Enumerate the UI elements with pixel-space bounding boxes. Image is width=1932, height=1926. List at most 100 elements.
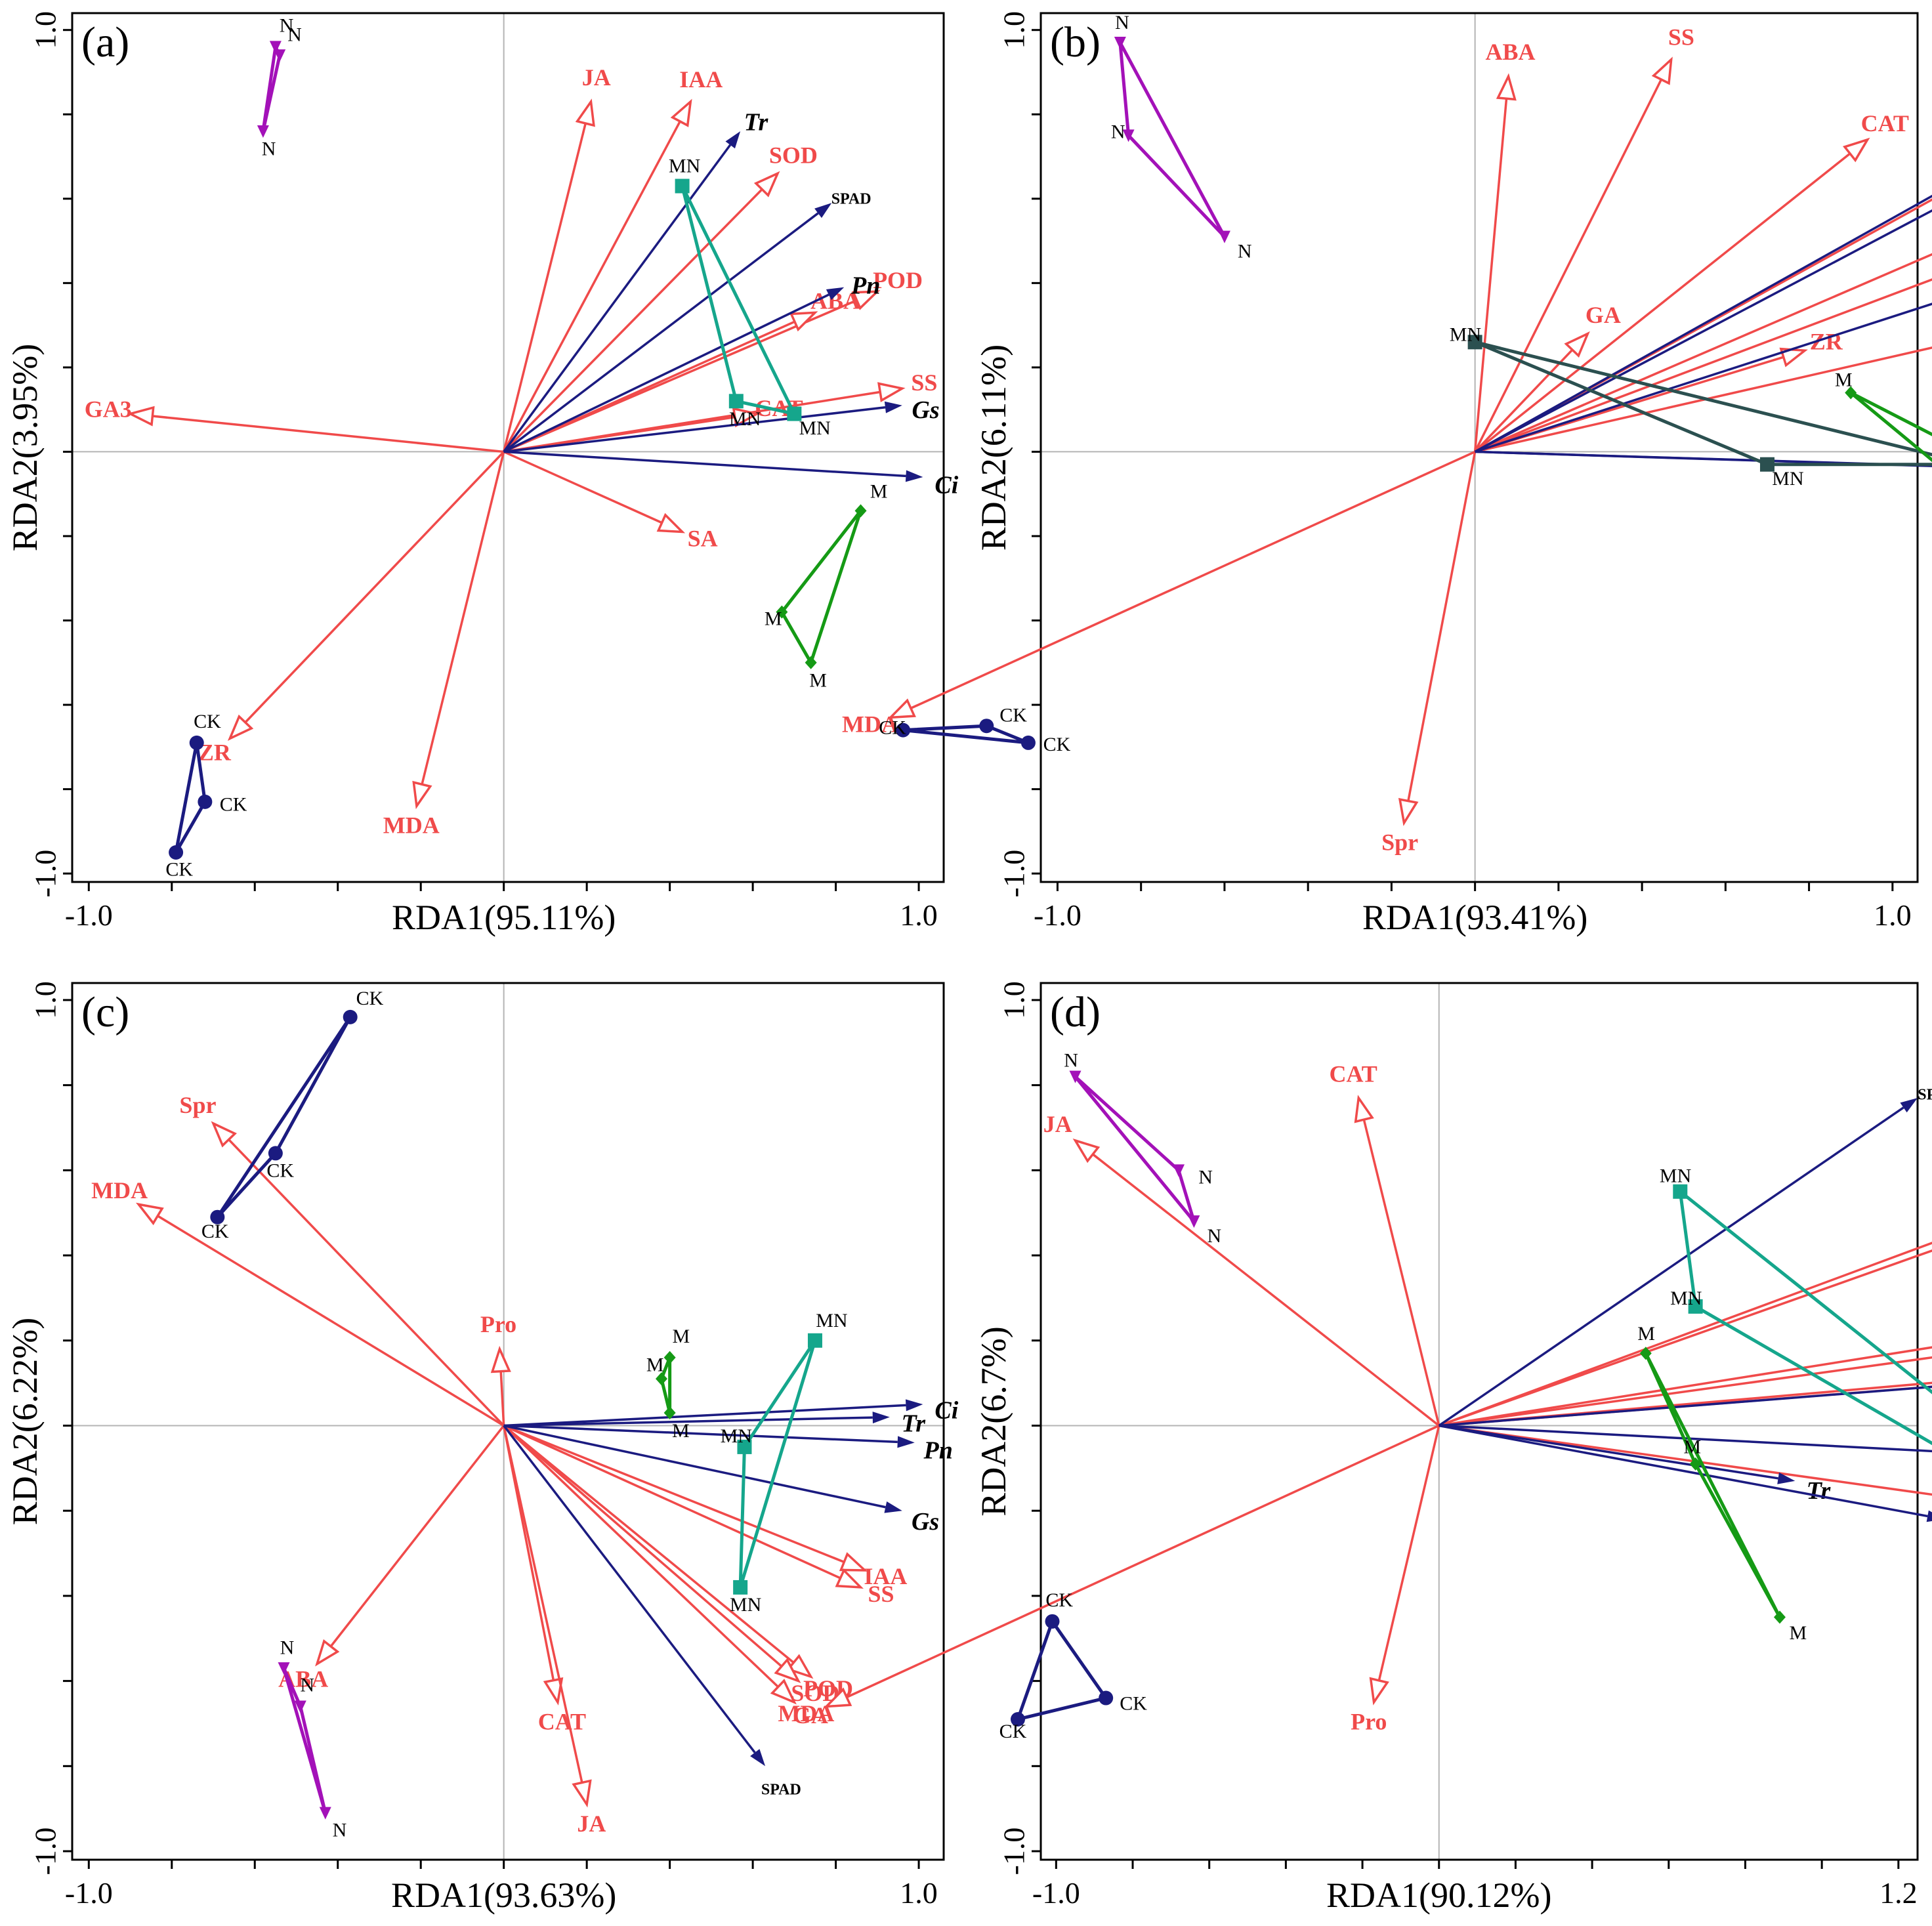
env-arrowhead-aba — [1496, 73, 1517, 101]
env-vector-pod — [1438, 1346, 1932, 1427]
panel--d--y-tick-label: -1.0 — [998, 1828, 1031, 1875]
ps-label-pn: Pn — [850, 272, 880, 299]
sample-label-mn: MN — [1772, 468, 1803, 490]
panel--c--x-tick-label: 1.0 — [900, 1876, 938, 1910]
env-label-ja: JA — [1043, 1111, 1072, 1137]
panel--b--tag: (b) — [1050, 18, 1101, 66]
env-arrowhead-aba — [315, 1639, 340, 1667]
env-label-pro: Pro — [1351, 1708, 1387, 1734]
sample-point-mn — [1688, 1299, 1703, 1314]
env-arrowhead-cat — [1354, 1095, 1374, 1123]
sample-label-mn: MN — [729, 408, 761, 430]
env-label-ga3: GA3 — [85, 396, 132, 422]
sample-point-n — [278, 1662, 290, 1675]
env-arrowhead-pod — [851, 290, 881, 310]
sample-label-n: N — [280, 1637, 295, 1658]
panel--a--y-tick-label: 1.0 — [29, 11, 62, 49]
sample-point-m — [776, 605, 788, 619]
ps-arrowhead-spad — [814, 203, 832, 219]
env-vector-ss — [1438, 1356, 1932, 1427]
ps-label-spad: SPAD — [831, 191, 872, 208]
sample-label-n: N — [1064, 1050, 1078, 1072]
sample-label-m: M — [809, 670, 827, 692]
sample-point-ck — [1045, 1614, 1060, 1629]
panel--b--x-tick-label: 1.0 — [1874, 898, 1912, 932]
env-label-sod: SOD — [769, 142, 818, 168]
env-vector-spr — [1438, 1424, 1932, 1496]
sample-label-m: M — [870, 481, 888, 503]
sample-point-n — [257, 125, 269, 138]
env-arrowhead-iaa — [670, 98, 692, 127]
env-arrowhead-ss — [877, 382, 906, 402]
sample-point-n — [1188, 1215, 1200, 1228]
env-vector-aba — [1473, 98, 1508, 452]
env-label-sa: SA — [688, 526, 718, 552]
env-label-mda: MDA — [778, 1700, 834, 1727]
group-hull-n — [1118, 41, 1227, 238]
env-arrowhead-cat — [732, 407, 761, 428]
panel--d-: -1.0 1.2 1.0 -1.0 RDA1(90.12%) RDA2(6.7%) (d) C… — [778, 981, 1932, 1915]
sample-label-ck: CK — [165, 859, 193, 881]
sample-label-mn: MN — [1670, 1287, 1702, 1309]
env-label-ss: SS — [868, 1581, 894, 1607]
env-vector-ja — [1474, 198, 1932, 453]
sample-point-n — [1218, 230, 1230, 243]
ps-vector-gs — [503, 406, 886, 453]
panel--b--y-tick-label: -1.0 — [998, 850, 1031, 898]
group-hull-n — [1074, 1075, 1196, 1223]
env-vector-pod — [1475, 346, 1932, 453]
ps-label-pn: Pn — [923, 1436, 953, 1464]
env-vector-ga3 — [152, 415, 504, 453]
sample-label-ck: CK — [220, 793, 247, 815]
env-arrowhead-ss — [1651, 56, 1673, 85]
sample-label-n: N — [333, 1820, 347, 1841]
sample-label-n: N — [1238, 240, 1252, 262]
ps-vector-ci — [503, 450, 906, 478]
sample-label-ck: CK — [266, 1160, 294, 1182]
sample-point-n — [1069, 1070, 1082, 1083]
env-label-spr: Spr — [1381, 829, 1418, 856]
ps-label-ci: Ci — [934, 472, 958, 499]
env-arrowhead-spr — [1398, 797, 1419, 826]
sample-label-n: N — [262, 138, 276, 159]
env-arrowhead-ga — [770, 1679, 797, 1705]
sample-label-n: N — [287, 24, 302, 45]
env-arrowhead-pro — [490, 1345, 511, 1373]
ps-vector-spad — [503, 212, 819, 453]
ps-arrowhead-gs — [884, 401, 902, 413]
env-arrowhead-pod — [786, 1654, 814, 1679]
sample-point-ck — [210, 1209, 225, 1225]
group-hull-m — [1849, 391, 1932, 463]
panel--d--x-axis-label: RDA1(90.12%) — [1326, 1875, 1551, 1915]
env-arrowhead-sod — [753, 171, 780, 198]
env-vector-sod — [503, 1425, 783, 1667]
sample-point-n — [319, 1807, 331, 1820]
sample-label-m: M — [673, 1326, 690, 1347]
sample-point-ck — [343, 1009, 358, 1024]
sample-point-mn — [728, 394, 744, 409]
panel--b-: -1.0 1.0 1.0 -1.0 RDA1(93.41%) RDA2(6.11%) (b)… — [842, 11, 1932, 937]
ps-arrowhead-ci — [905, 470, 923, 482]
group-hull-mn — [738, 1339, 817, 1588]
sample-label-n: N — [1198, 1166, 1213, 1188]
env-label-pro: Pro — [480, 1311, 516, 1337]
env-arrowhead-sa — [656, 513, 686, 534]
sample-point-m — [1773, 1610, 1786, 1624]
env-label-ja: JA — [582, 64, 611, 91]
sample-label-ck: CK — [356, 988, 384, 1009]
ps-arrowhead-spad — [750, 1749, 766, 1767]
panel--c--frame — [71, 982, 945, 1861]
sample-label-ck: CK — [1120, 1692, 1147, 1714]
panel--b--x-tick-label: -1.0 — [1034, 898, 1082, 932]
env-label-aba: ABA — [1486, 39, 1536, 65]
ps-vector-tr — [1475, 303, 1932, 453]
ps-vector-ci — [503, 1404, 906, 1427]
sample-point-ck — [1020, 735, 1036, 750]
env-vector-ss — [1474, 79, 1663, 453]
sample-label-n: N — [1115, 12, 1129, 33]
env-vector-ga — [1474, 348, 1574, 453]
env-vector-ja — [502, 1425, 583, 1783]
env-vector-iaa — [503, 1424, 845, 1563]
sample-label-ck: CK — [194, 711, 221, 732]
sample-point-n — [294, 1700, 306, 1713]
